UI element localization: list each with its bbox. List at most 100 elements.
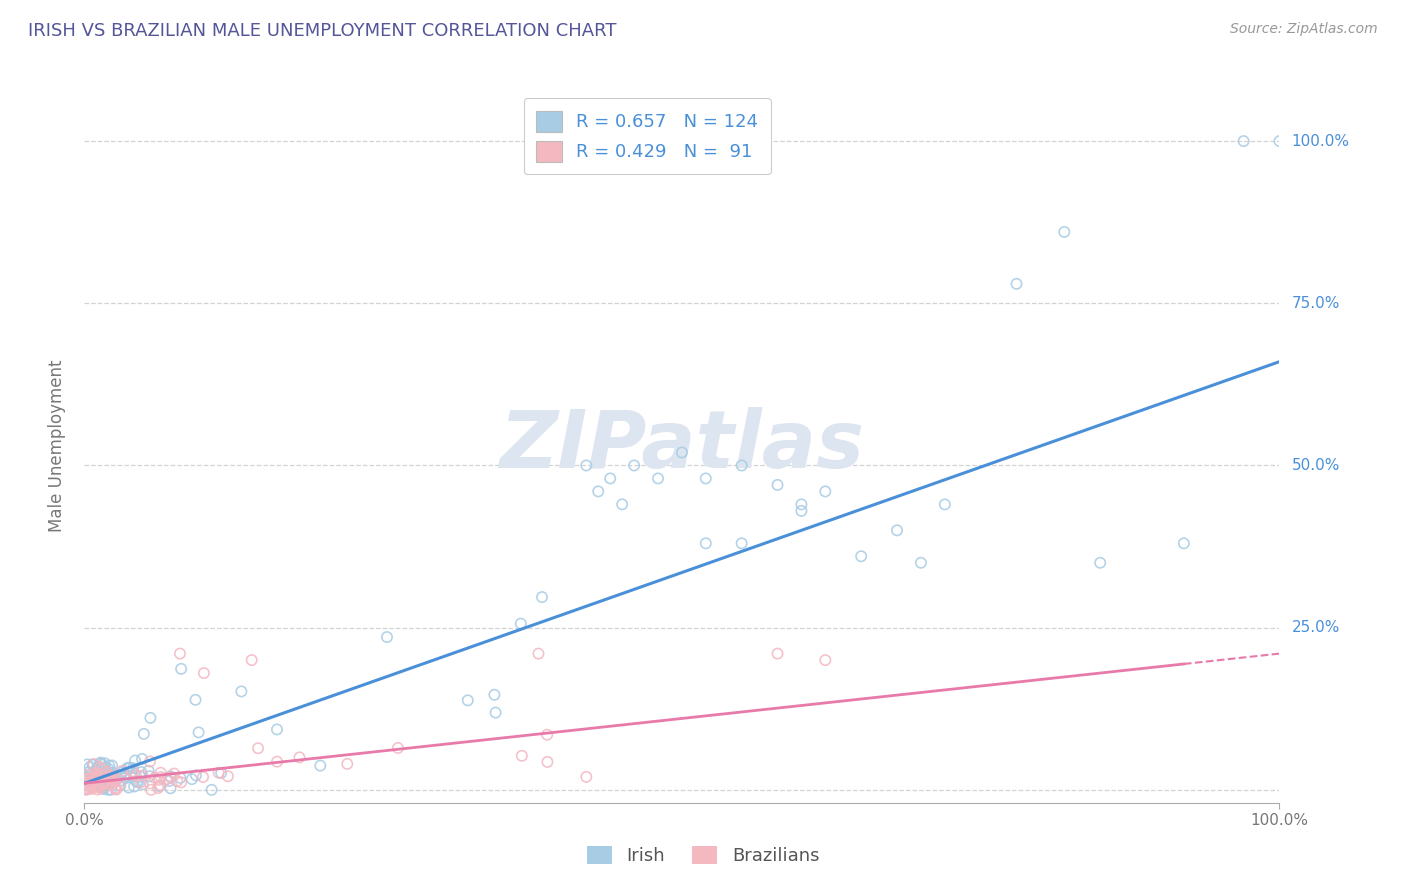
- Point: [87, 767, 110, 781]
- Point: [94, 775, 117, 789]
- Point: [118, 780, 141, 795]
- Point: [75, 781, 97, 796]
- Point: [98, 772, 121, 787]
- Point: [101, 765, 124, 780]
- Point: [94, 770, 117, 784]
- Point: [93, 775, 115, 789]
- Point: [184, 768, 207, 782]
- Point: [510, 748, 533, 763]
- Point: [104, 780, 127, 795]
- Point: [139, 711, 162, 725]
- Point: [118, 761, 141, 775]
- Point: [100, 774, 122, 789]
- Point: [231, 684, 253, 698]
- Point: [80, 777, 103, 791]
- Point: [159, 771, 181, 785]
- Point: [790, 497, 813, 511]
- Point: [76, 771, 98, 785]
- Point: [647, 471, 669, 485]
- Point: [87, 777, 110, 791]
- Point: [122, 780, 145, 794]
- Point: [89, 756, 111, 771]
- Point: [191, 770, 214, 784]
- Point: [89, 760, 111, 774]
- Point: [86, 769, 108, 783]
- Point: [93, 774, 115, 789]
- Point: [139, 776, 162, 790]
- Point: [149, 778, 172, 792]
- Point: [146, 780, 169, 795]
- Point: [89, 781, 111, 796]
- Point: [588, 484, 610, 499]
- Point: [731, 458, 754, 473]
- Point: [80, 780, 103, 794]
- Point: [766, 478, 789, 492]
- Point: [612, 497, 634, 511]
- Point: [309, 758, 332, 772]
- Point: [766, 647, 789, 661]
- Point: [83, 757, 105, 772]
- Point: [139, 755, 162, 769]
- Point: [87, 780, 110, 794]
- Point: [80, 771, 103, 785]
- Point: [110, 779, 132, 793]
- Point: [80, 780, 103, 795]
- Point: [266, 723, 288, 737]
- Point: [131, 765, 153, 780]
- Point: [82, 757, 104, 772]
- Point: [76, 757, 98, 772]
- Point: [91, 779, 114, 793]
- Point: [336, 756, 359, 771]
- Point: [387, 741, 409, 756]
- Point: [94, 756, 117, 771]
- Point: [105, 782, 128, 797]
- Point: [575, 458, 598, 473]
- Point: [131, 768, 153, 782]
- Point: [115, 761, 138, 775]
- Point: [509, 616, 531, 631]
- Point: [163, 766, 186, 780]
- Point: [201, 782, 224, 797]
- Point: [485, 706, 508, 720]
- Point: [97, 766, 120, 780]
- Point: [120, 769, 142, 783]
- Point: [87, 772, 110, 787]
- Point: [148, 779, 170, 793]
- Point: [91, 780, 114, 795]
- Point: [886, 524, 908, 538]
- Point: [180, 772, 202, 786]
- Point: [90, 777, 112, 791]
- Point: [111, 764, 134, 778]
- Point: [149, 765, 172, 780]
- Point: [84, 764, 107, 778]
- Point: [169, 647, 191, 661]
- Point: [93, 775, 115, 789]
- Point: [536, 755, 558, 769]
- Point: [1233, 134, 1256, 148]
- Point: [77, 774, 100, 789]
- Point: [209, 766, 232, 780]
- Point: [101, 775, 124, 789]
- Point: [98, 771, 121, 785]
- Point: [129, 770, 152, 784]
- Point: [82, 771, 104, 785]
- Point: [83, 772, 105, 786]
- Point: [98, 772, 121, 786]
- Point: [457, 693, 479, 707]
- Point: [128, 775, 150, 789]
- Y-axis label: Male Unemployment: Male Unemployment: [48, 359, 66, 533]
- Point: [87, 770, 110, 784]
- Point: [93, 763, 115, 777]
- Point: [96, 764, 118, 778]
- Point: [108, 778, 131, 792]
- Point: [169, 771, 191, 785]
- Point: [100, 772, 122, 786]
- Point: [96, 764, 118, 779]
- Point: [132, 727, 155, 741]
- Point: [121, 761, 143, 775]
- Point: [124, 766, 146, 780]
- Point: [76, 765, 98, 780]
- Point: [910, 556, 932, 570]
- Text: ZIPatlas: ZIPatlas: [499, 407, 865, 485]
- Point: [155, 772, 177, 787]
